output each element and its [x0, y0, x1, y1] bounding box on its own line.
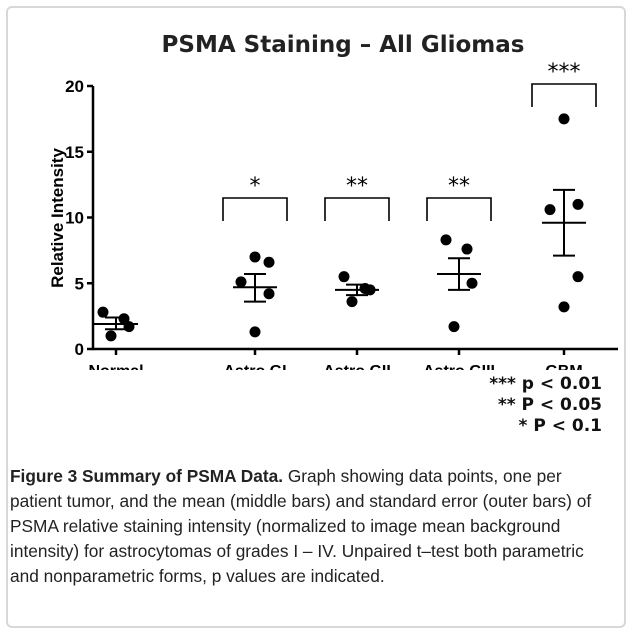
data-point [249, 251, 261, 263]
y-tick-label: 20 [65, 77, 84, 96]
x-tick-label: GBM [545, 363, 582, 370]
chart-title: PSMA Staining – All Gliomas [162, 32, 525, 58]
data-point [572, 271, 584, 283]
caption-text: Graph showing data points, one per patie… [10, 466, 592, 586]
data-point [346, 296, 358, 308]
significance-bracket [426, 197, 492, 221]
data-point [235, 276, 247, 288]
data-point [440, 234, 452, 246]
data-point [105, 330, 117, 342]
data-point [263, 256, 275, 268]
significance-label: *** [548, 60, 581, 85]
data-point [558, 113, 570, 125]
significance-legend: *** p < 0.01 ** P < 0.05 * P < 0.1 [0, 374, 602, 437]
x-tick-label: Normal [88, 363, 143, 370]
significance-label: ** [448, 174, 470, 199]
plot-area: 0 5 10 15 20 Normal Astro GI Astro GII Astro GII… [65, 60, 618, 370]
data-point [249, 326, 261, 338]
y-axis-label: Relative Intensity [48, 148, 67, 288]
x-tick-label: Astro GI [223, 363, 286, 370]
data-point [118, 313, 130, 325]
legend-entry-p005: ** P < 0.05 [497, 395, 602, 415]
data-point [123, 321, 135, 333]
significance-bracket [531, 83, 597, 107]
x-tick-label: Astro GIII [423, 363, 495, 370]
data-point [466, 277, 478, 289]
y-tick-label: 0 [75, 340, 84, 359]
significance-bracket [324, 197, 390, 221]
y-tick-label: 5 [75, 274, 84, 293]
significance-label: ** [346, 174, 368, 199]
data-point [572, 198, 584, 210]
data-point [448, 321, 460, 333]
data-point [544, 204, 556, 216]
y-tick-label: 15 [65, 143, 84, 162]
x-tick-label: Astro GII [323, 363, 391, 370]
y-tick-label: 10 [65, 209, 84, 228]
significance-bracket [222, 197, 288, 221]
figure-caption: Figure 3 Summary of PSMA Data. Graph sho… [10, 464, 610, 589]
data-point [263, 288, 275, 300]
chart: PSMA Staining – All Gliomas Relative Int… [48, 32, 618, 370]
caption-title: Figure 3 Summary of PSMA Data. [10, 466, 284, 486]
legend-entry-p001: *** p < 0.01 [489, 374, 602, 394]
data-point [338, 271, 350, 283]
data-point [97, 306, 109, 318]
legend-entry-p01: * P < 0.1 [518, 416, 602, 436]
data-point [558, 301, 570, 313]
data-point [461, 243, 473, 255]
significance-label: * [250, 174, 261, 199]
